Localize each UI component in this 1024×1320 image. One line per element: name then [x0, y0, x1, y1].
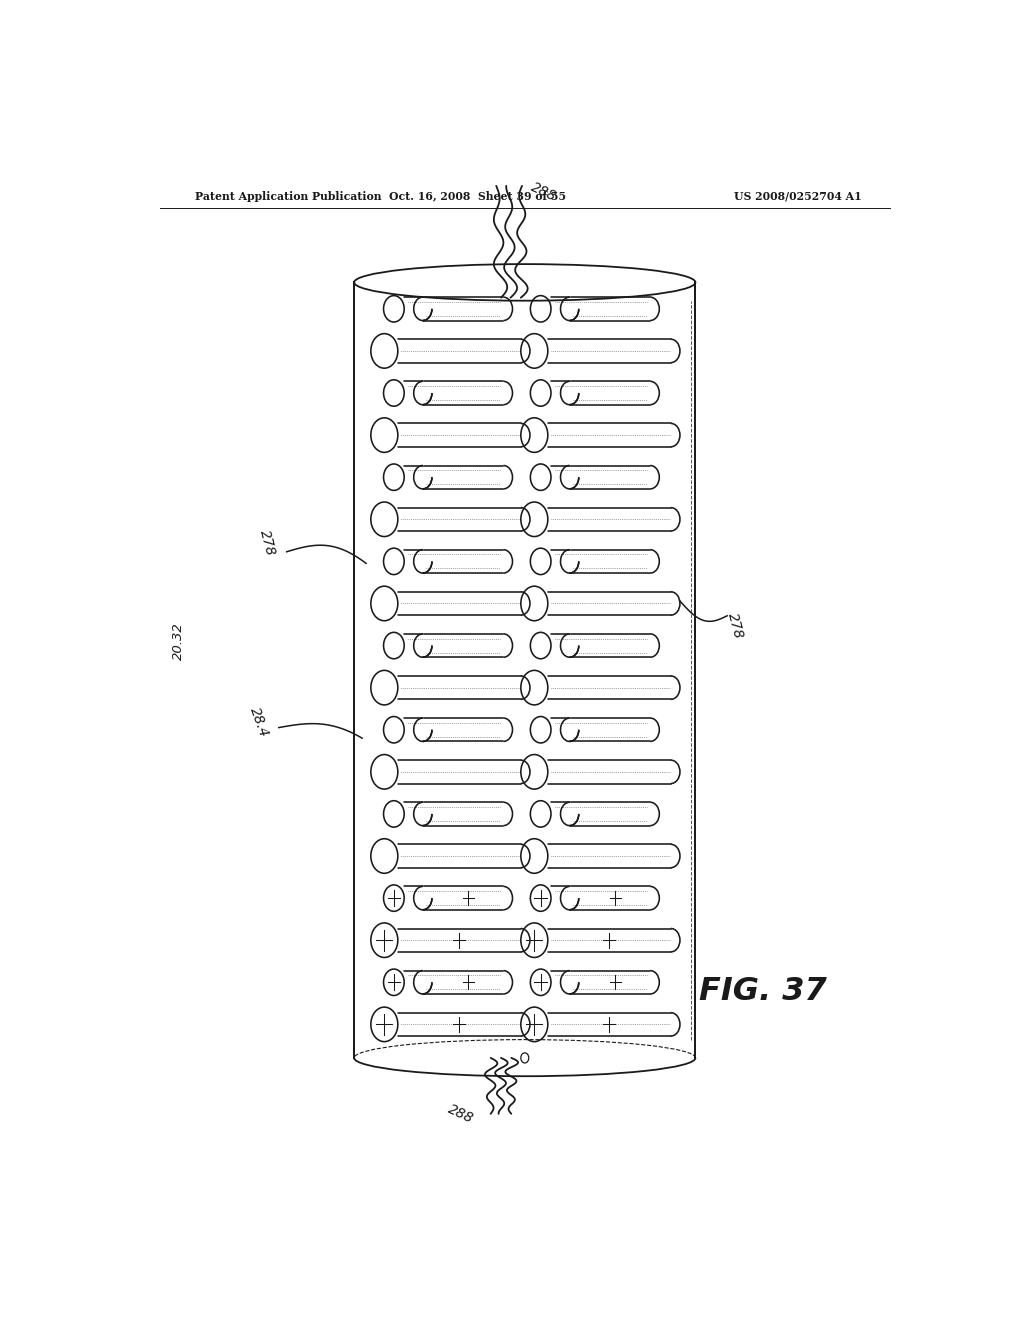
Text: Oct. 16, 2008  Sheet 39 of 55: Oct. 16, 2008 Sheet 39 of 55	[389, 190, 565, 202]
Text: 20.32: 20.32	[171, 622, 184, 660]
Text: 278: 278	[257, 528, 278, 557]
Text: Patent Application Publication: Patent Application Publication	[196, 190, 382, 202]
Text: 288: 288	[445, 1102, 475, 1126]
Text: FIG. 37: FIG. 37	[699, 977, 827, 1007]
Text: 278: 278	[725, 611, 745, 640]
Text: 288: 288	[528, 181, 559, 205]
Text: US 2008/0252704 A1: US 2008/0252704 A1	[734, 190, 862, 202]
Text: 28.4: 28.4	[247, 706, 270, 739]
